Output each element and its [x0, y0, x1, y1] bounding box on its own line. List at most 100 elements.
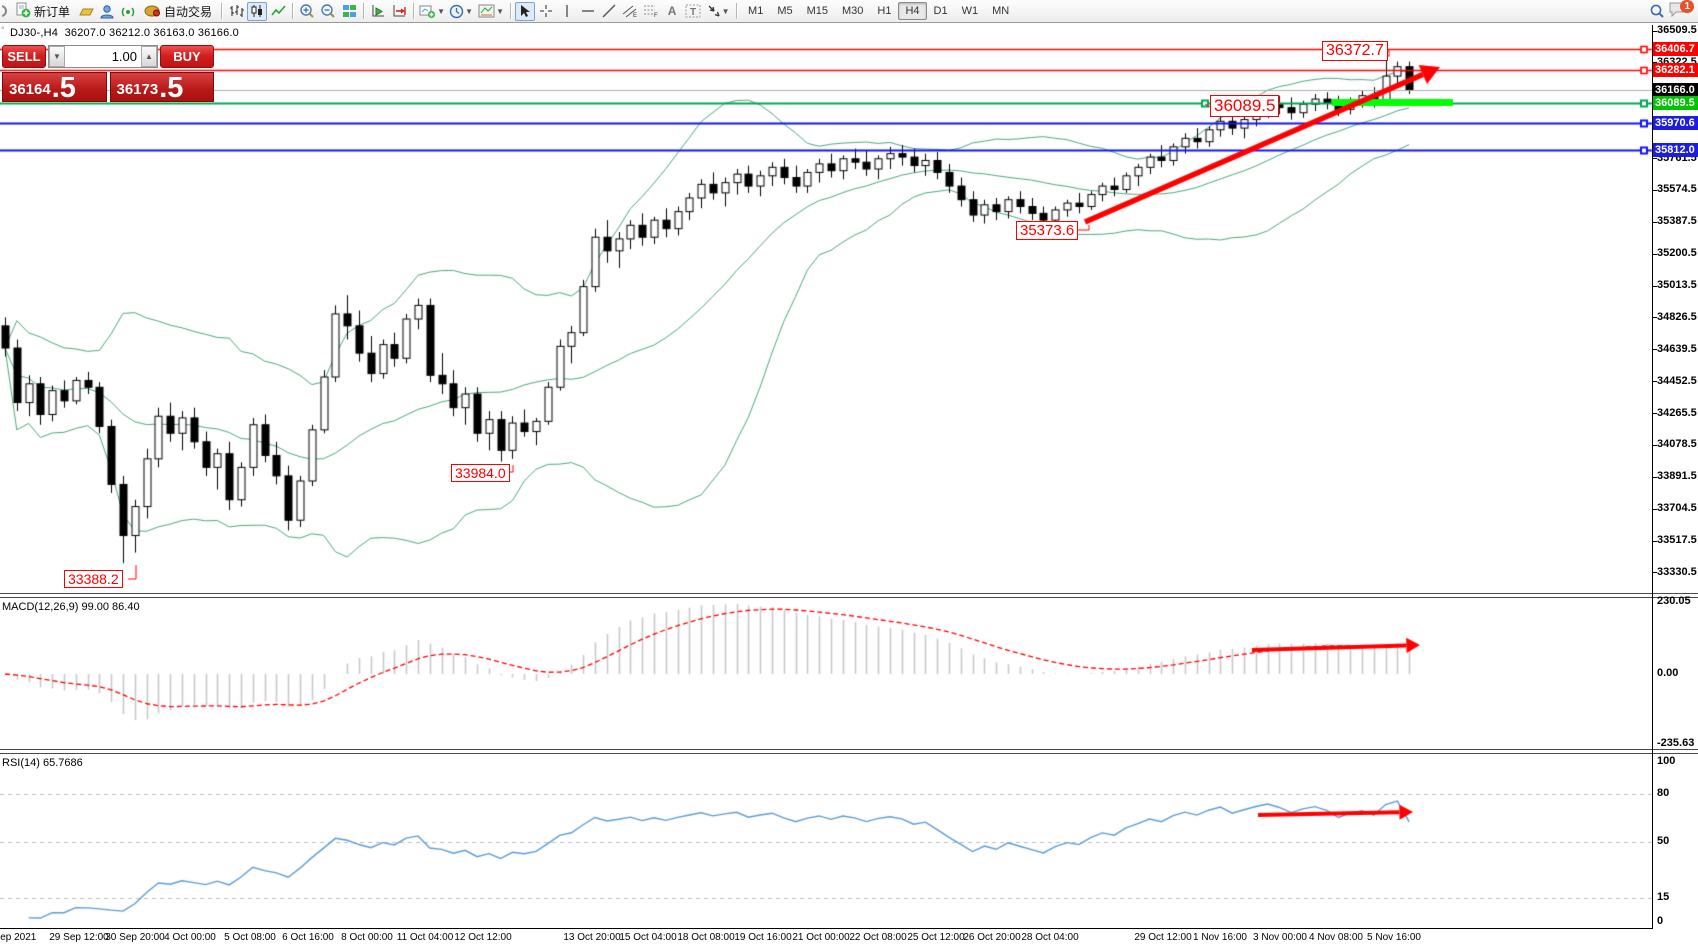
zoom-out-icon[interactable] [318, 2, 338, 21]
timeframe-m15[interactable]: M15 [806, 5, 828, 17]
price-tick-mark [1652, 445, 1657, 446]
crosshair-icon[interactable] [536, 2, 556, 21]
trendline-icon[interactable] [599, 2, 619, 21]
candlestick-chart-icon[interactable] [247, 1, 268, 21]
rsi-axis-label: 15 [1657, 891, 1670, 903]
chat-badge: 1 [1680, 0, 1694, 13]
new-order-label: 新订单 [34, 4, 71, 19]
price-callout-label[interactable]: 36372.7 [1322, 41, 1388, 62]
price-tick-label: 34265.5 [1657, 406, 1697, 419]
chat-icon[interactable]: 1 [1668, 0, 1694, 21]
time-axis-label: 19 Oct 16:00 [734, 932, 792, 943]
price-tick-label: 36509.5 [1657, 24, 1697, 36]
auto-scroll-icon[interactable] [368, 2, 388, 21]
main-chart-canvas[interactable] [0, 25, 1698, 593]
vertical-line-icon[interactable] [557, 2, 577, 21]
period-icon[interactable]: ▼ [447, 2, 475, 21]
price-level-badge[interactable]: 35812.0 [1653, 142, 1698, 157]
zoom-in-icon[interactable] [297, 2, 317, 21]
price-tick-label: 35200.5 [1657, 247, 1697, 260]
autotrade-button[interactable]: 自动交易 [139, 2, 217, 21]
price-callout-label[interactable]: 36089.5 [1210, 95, 1280, 117]
new-order-button[interactable]: 新订单 [10, 2, 75, 21]
volume-stepper: ▼ ▲ [48, 45, 158, 68]
template-icon[interactable]: ▼ [476, 2, 506, 21]
price-tick-label: 34639.5 [1657, 342, 1697, 355]
timeframe-w1[interactable]: W1 [961, 5, 979, 17]
time-axis-label: 28 Oct 04:00 [1021, 932, 1079, 943]
rsi-axis-label: 80 [1657, 787, 1670, 799]
buy-price[interactable]: 36173 .5 [109, 72, 214, 103]
toolbar-separator [413, 3, 415, 19]
line-chart-icon[interactable] [268, 2, 288, 21]
volume-input[interactable] [65, 46, 141, 67]
autotrade-label: 自动交易 [164, 4, 213, 19]
rsi-canvas[interactable] [0, 753, 1698, 928]
chevron-down-icon: ▼ [721, 6, 730, 16]
buy-button[interactable]: BUY [160, 45, 214, 68]
gold-bar-icon[interactable] [76, 2, 96, 21]
time-axis-label: 3 Nov 00:00 [1253, 932, 1307, 943]
timeframe-mn[interactable]: MN [992, 5, 1010, 17]
price-tick-mark [1652, 349, 1657, 350]
chart-symbol: DJ30-,H4 [10, 27, 59, 39]
time-axis-label: 25 Oct 12:00 [907, 932, 965, 943]
timeframe-m30[interactable]: M30 [842, 5, 864, 17]
chevron-down-icon: ▼ [496, 6, 504, 16]
signal-icon[interactable] [118, 2, 138, 21]
timeframe-h4[interactable]: H4 [898, 2, 927, 20]
text-icon[interactable]: A [667, 4, 677, 18]
text-label-icon[interactable]: T [683, 2, 703, 21]
sell-price-frac: .5 [51, 72, 76, 104]
chart-shift-icon[interactable] [389, 2, 409, 21]
price-callout-label[interactable]: 35373.6 [1016, 221, 1079, 241]
price-callout-label[interactable]: 33984.0 [451, 464, 510, 483]
svg-text:E: E [633, 13, 637, 18]
clipped-edge-icon [1, 2, 9, 21]
volume-down-button[interactable]: ▼ [49, 46, 65, 67]
time-axis-label: 26 Oct 20:00 [963, 932, 1021, 943]
equidistant-channel-icon[interactable]: E [620, 2, 640, 21]
svg-text:T: T [690, 7, 696, 18]
price-tick-mark [1652, 477, 1657, 478]
price-tick-label: 35574.5 [1657, 183, 1697, 196]
search-icon[interactable] [1647, 2, 1667, 21]
sell-button[interactable]: SELL [2, 45, 46, 68]
arrows-tool-icon[interactable]: ▼ [704, 2, 732, 21]
timeframe-h1[interactable]: H1 [877, 5, 892, 17]
rsi-axis-label: 0 [1657, 915, 1664, 927]
price-level-badge[interactable]: 36406.7 [1653, 41, 1698, 56]
time-axis-label: 5 Oct 08:00 [224, 932, 276, 943]
chart-title: DJ30-,H4 36207.0 36212.0 36163.0 36166.0 [10, 27, 239, 39]
cursor-icon[interactable] [515, 1, 536, 21]
macd-axis-label: 230.05 [1657, 595, 1691, 607]
tile-windows-icon[interactable] [339, 2, 359, 21]
price-tick-label: 33517.5 [1657, 534, 1697, 547]
price-tick-mark [1652, 381, 1657, 382]
timeframe-m5[interactable]: M5 [777, 5, 793, 17]
price-level-badge[interactable]: 36166.0 [1653, 82, 1698, 97]
macd-canvas[interactable] [0, 598, 1698, 749]
price-level-badge[interactable]: 35970.6 [1653, 115, 1698, 130]
price-level-badge[interactable]: 36089.5 [1653, 95, 1698, 110]
volume-up-button[interactable]: ▲ [141, 46, 157, 67]
panel-separator[interactable] [0, 593, 1698, 598]
timeframe-d1[interactable]: D1 [933, 5, 948, 17]
time-axis-label: 29 Sep 12:00 [49, 932, 109, 943]
price-level-badge[interactable]: 36282.1 [1653, 62, 1698, 77]
price-tick-mark [1652, 222, 1657, 223]
macd-axis-label: 0.00 [1657, 667, 1679, 679]
macd-label: MACD(12,26,9) 99.00 86.40 [2, 601, 140, 613]
price-callout-label[interactable]: 33388.2 [64, 570, 123, 589]
bar-chart-icon[interactable] [226, 2, 246, 21]
horizontal-line-icon[interactable] [578, 2, 598, 21]
timeframe-m1[interactable]: M1 [748, 5, 764, 17]
price-tick-mark [1652, 509, 1657, 510]
chevron-down-icon: ▼ [465, 6, 473, 16]
sell-price-main: 36164 [9, 81, 51, 98]
sell-price[interactable]: 36164 .5 [2, 72, 107, 104]
fibonacci-icon[interactable]: F [641, 2, 661, 21]
new-chart-icon[interactable]: ▼ [418, 2, 446, 21]
accounts-icon[interactable] [97, 2, 117, 21]
